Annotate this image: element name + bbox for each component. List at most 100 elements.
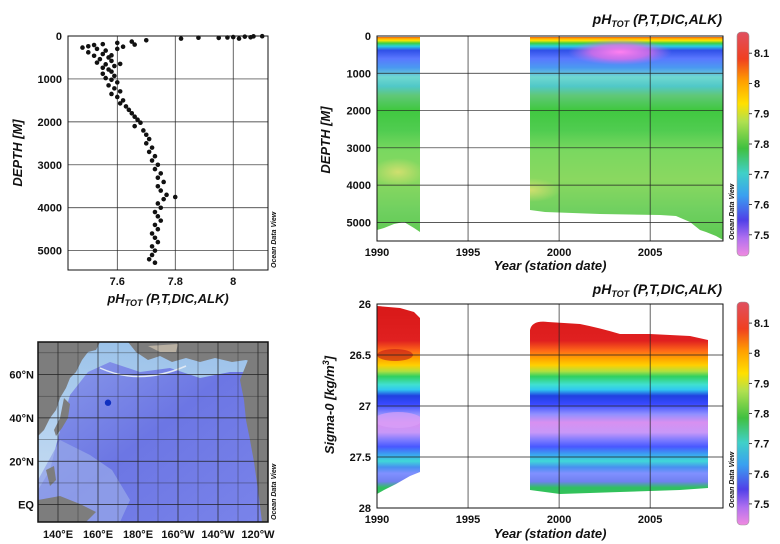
profile-point bbox=[135, 117, 140, 123]
profile-point bbox=[114, 94, 120, 100]
profile-frame bbox=[67, 35, 269, 271]
section-depth-plot: 1990 1995 2000 2005 0 1000 2000 3000 4000 5000 Y… bbox=[318, 11, 769, 273]
section-x-tick-label: 1995 bbox=[456, 247, 480, 259]
profile-point bbox=[152, 235, 158, 241]
profile-point bbox=[117, 89, 123, 94]
profile-point bbox=[149, 244, 155, 249]
profile-point bbox=[97, 56, 103, 62]
profile-point bbox=[120, 44, 126, 50]
map-grid bbox=[38, 342, 268, 522]
section-depth-frame bbox=[376, 35, 724, 242]
map-lat-label: 60°N bbox=[9, 370, 34, 382]
section-y-tick-label: 4000 bbox=[347, 180, 371, 192]
colorbar-tick-label: 7.6 bbox=[754, 200, 769, 212]
colorbar-tick-label: 7.6 bbox=[754, 469, 769, 481]
section-depth-y-label: DEPTH [M] bbox=[318, 106, 333, 174]
profile-point bbox=[230, 34, 236, 40]
profile-point bbox=[109, 58, 114, 64]
profile-point bbox=[155, 226, 161, 232]
profile-x-tick-label: 7.8 bbox=[168, 276, 183, 288]
colorbar-tick-label: 7.7 bbox=[754, 439, 769, 451]
profile-point bbox=[85, 44, 91, 49]
section-y-tick-label: 26.5 bbox=[350, 350, 371, 362]
profile-y-tick-label: 5000 bbox=[38, 246, 62, 258]
profile-point bbox=[155, 175, 161, 180]
section-sigma-title: pHTOT (P,T,DIC,ALK) bbox=[592, 281, 723, 299]
section-y-tick-label: 5000 bbox=[347, 217, 371, 229]
profile-points bbox=[80, 33, 265, 266]
section-y-tick-label: 2000 bbox=[347, 106, 371, 118]
section-sigma-y-label: Sigma-0 [kg/m3] bbox=[321, 355, 337, 454]
profile-point bbox=[103, 62, 108, 67]
colorbar-tick-label: 7.5 bbox=[754, 499, 769, 511]
profile-point bbox=[100, 51, 106, 57]
profile-point bbox=[161, 196, 166, 202]
section-depth-field bbox=[377, 37, 723, 240]
colorbar-tick-label: 7.8 bbox=[754, 409, 769, 421]
profile-odv-watermark: Ocean Data View bbox=[271, 211, 278, 268]
section-sigma-colorbar: 8.1 8 7.9 7.8 7.7 7.6 7.5 bbox=[736, 301, 769, 526]
profile-point bbox=[132, 123, 137, 129]
profile-y-tick-label: 2000 bbox=[38, 117, 62, 129]
profile-y-tick-label: 0 bbox=[56, 31, 62, 43]
profile-point bbox=[146, 136, 152, 142]
section-sigma-x-ticks: 1990 1995 2000 2005 bbox=[365, 514, 663, 526]
profile-point bbox=[109, 53, 114, 58]
profile-point bbox=[120, 98, 126, 103]
profile-point bbox=[103, 75, 108, 81]
profile-plot: 7.6 7.8 8 0 1000 2000 3000 4000 5000 pHTOT (P,T… bbox=[10, 31, 278, 308]
profile-point bbox=[94, 46, 100, 52]
colorbar-tick-label: 8 bbox=[754, 348, 760, 360]
station-marker bbox=[104, 399, 112, 406]
profile-point bbox=[100, 41, 106, 47]
profile-point bbox=[91, 42, 97, 48]
map-lon-label: 120°W bbox=[241, 529, 275, 541]
profile-point bbox=[91, 53, 97, 59]
profile-point bbox=[112, 63, 117, 69]
colorbar-tick-label: 8.1 bbox=[754, 318, 769, 330]
section-sigma-plot: 1990 1995 2000 2005 26 26.5 27 27.5 28 Year (st… bbox=[321, 281, 769, 541]
map-lat-label: EQ bbox=[18, 500, 34, 512]
profile-point bbox=[149, 158, 155, 163]
profile-point bbox=[155, 183, 161, 189]
colorbar-tick-label: 7.5 bbox=[754, 230, 769, 242]
map-odv-watermark: Ocean Data View bbox=[271, 463, 278, 520]
profile-y-tick-label: 3000 bbox=[38, 160, 62, 172]
profile-point bbox=[103, 48, 108, 53]
profile-x-tick-label: 8 bbox=[230, 276, 236, 288]
section-x-tick-label: 2000 bbox=[547, 514, 571, 526]
profile-point bbox=[106, 83, 111, 88]
section-x-tick-label: 2005 bbox=[638, 514, 662, 526]
profile-point bbox=[114, 80, 120, 85]
profile-x-tick-label: 7.6 bbox=[110, 276, 125, 288]
profile-point bbox=[123, 104, 129, 109]
profile-x-ticks: 7.6 7.8 8 bbox=[110, 276, 237, 288]
section-depth-title: pHTOT (P,T,DIC,ALK) bbox=[592, 11, 723, 29]
map-land-philippines bbox=[46, 466, 56, 486]
profile-point bbox=[158, 188, 164, 193]
section-y-tick-label: 1000 bbox=[347, 68, 371, 80]
profile-point bbox=[94, 60, 100, 65]
profile-point bbox=[143, 37, 149, 43]
profile-point bbox=[132, 42, 137, 47]
profile-point bbox=[109, 91, 114, 97]
section-sigma-x-label: Year (station date) bbox=[494, 526, 607, 541]
profile-point bbox=[100, 65, 106, 71]
profile-point bbox=[146, 256, 152, 262]
map-lat-labels: 60°N 40°N 20°N EQ bbox=[9, 370, 34, 512]
profile-point bbox=[178, 36, 184, 41]
map-lon-label: 140°E bbox=[43, 529, 73, 541]
profile-y-tick-label: 4000 bbox=[38, 203, 62, 215]
section-depth-yellow-patch-2 bbox=[500, 178, 560, 202]
profile-point bbox=[132, 114, 137, 120]
section-x-tick-label: 2000 bbox=[547, 247, 571, 259]
section-y-tick-label: 26 bbox=[359, 299, 371, 311]
section-x-tick-label: 2005 bbox=[638, 247, 662, 259]
section-y-tick-label: 27.5 bbox=[350, 452, 371, 464]
profile-point bbox=[155, 214, 161, 219]
map-lat-label: 40°N bbox=[9, 413, 34, 425]
profile-point bbox=[143, 141, 149, 146]
profile-point bbox=[143, 132, 149, 138]
profile-point bbox=[155, 162, 161, 168]
